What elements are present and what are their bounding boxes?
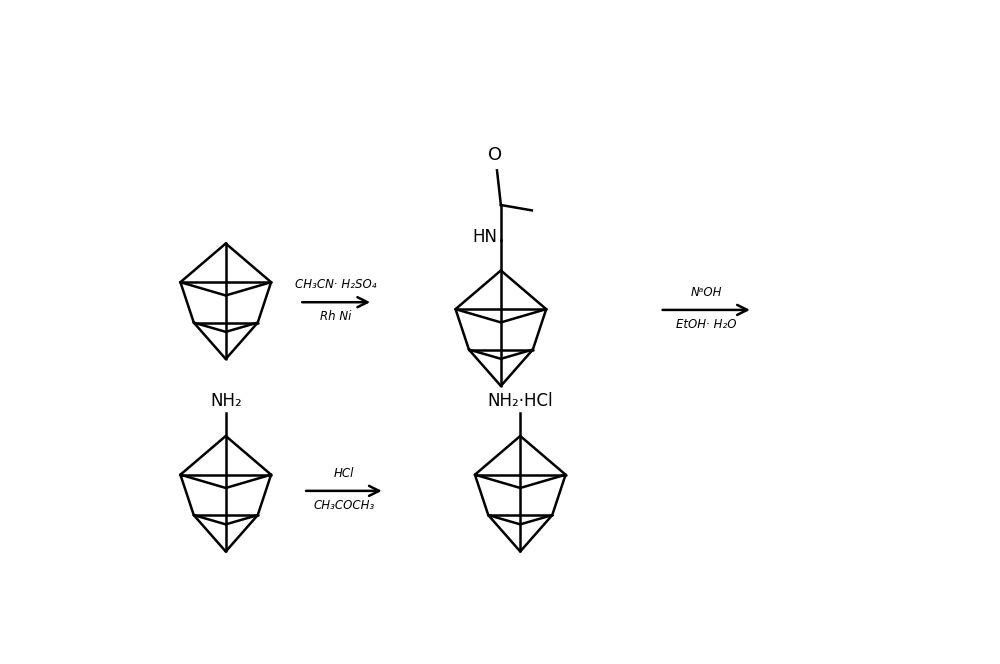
Text: HCl: HCl xyxy=(334,467,354,480)
Text: CH₃CN‧ H₂SO₄: CH₃CN‧ H₂SO₄ xyxy=(295,278,377,291)
Text: EtOH‧ H₂O: EtOH‧ H₂O xyxy=(676,317,736,331)
Text: HN: HN xyxy=(472,228,497,246)
Text: NH₂: NH₂ xyxy=(210,392,242,410)
Text: O: O xyxy=(488,146,503,164)
Text: NᵃOH: NᵃOH xyxy=(690,286,722,299)
Text: NH₂·HCl: NH₂·HCl xyxy=(487,392,553,410)
Text: Rh Ni: Rh Ni xyxy=(320,310,352,323)
Text: CH₃COCH₃: CH₃COCH₃ xyxy=(313,499,375,511)
